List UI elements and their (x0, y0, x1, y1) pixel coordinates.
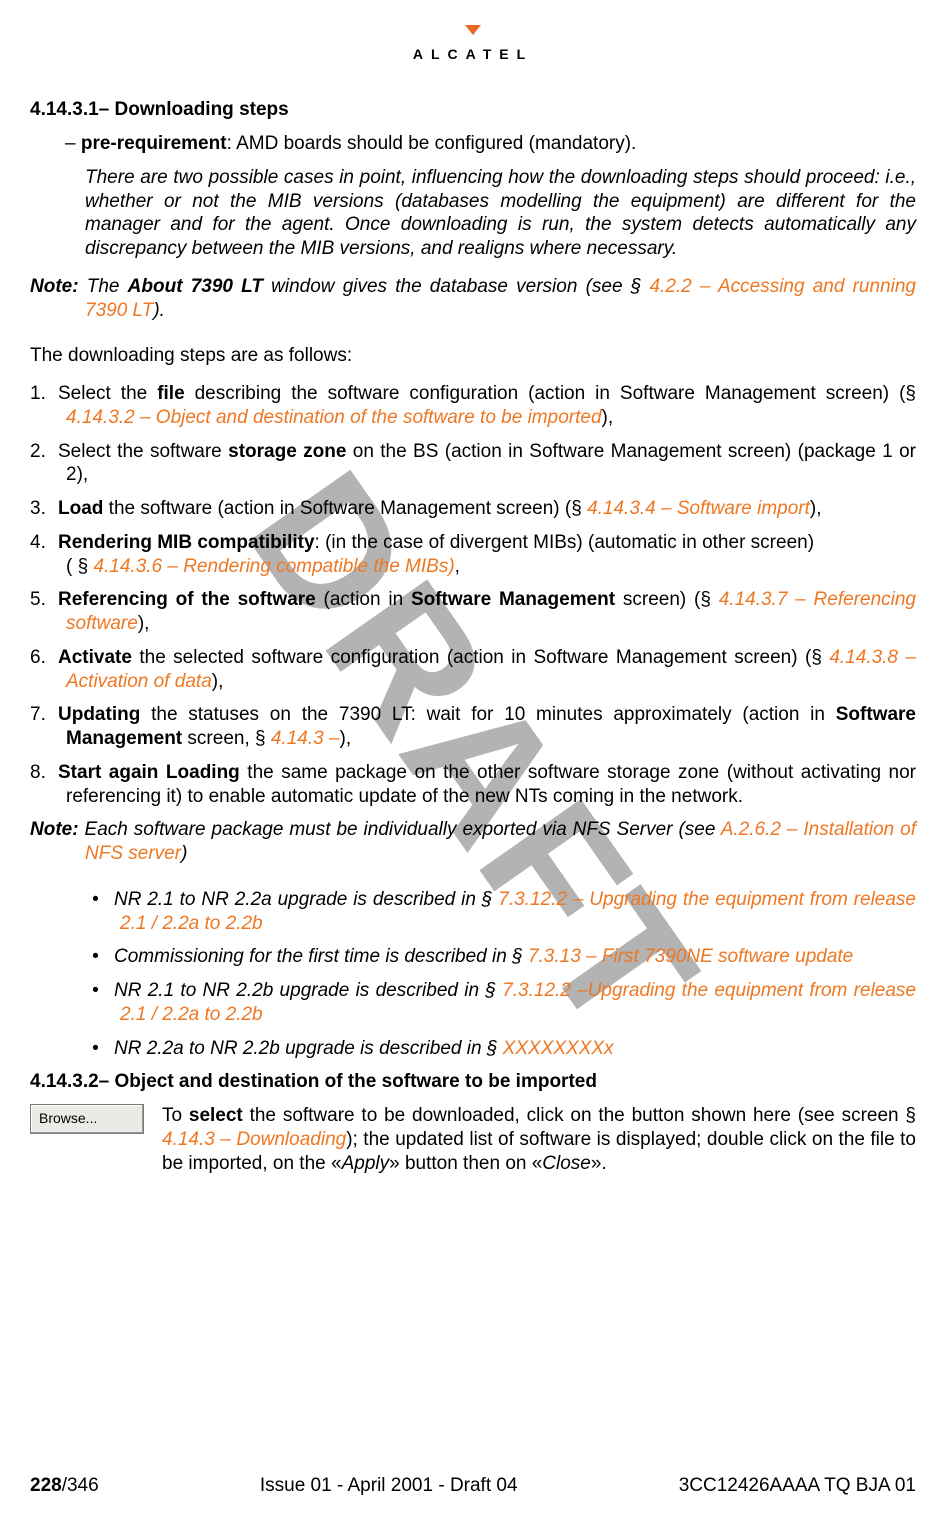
section-number: 4.14.3.2– (30, 1071, 109, 1092)
text-run: NR 2.1 to NR 2.2b upgrade is described i… (114, 980, 502, 1001)
text-run: screen) (§ (615, 589, 719, 610)
text-run: describing the software configuration (a… (185, 383, 916, 404)
text-run: Start again Loading (58, 762, 240, 783)
step-item: Load the software (action in Software Ma… (30, 497, 916, 521)
note-nfs: Note: Each software package must be indi… (30, 818, 916, 866)
text-run: ), (602, 407, 614, 428)
prerequirement-line: pre-requirement: AMD boards should be co… (30, 132, 916, 156)
text-run: storage zone (228, 441, 346, 462)
note-label: Note: (30, 276, 79, 297)
step-item: Rendering MIB compatibility: (in the cas… (30, 531, 916, 579)
step-item: Start again Loading the same package on … (30, 761, 916, 809)
section-heading-1: 4.14.3.1– Downloading steps (30, 98, 916, 122)
text-run: ), (212, 671, 224, 692)
text-run: Software Management (411, 589, 615, 610)
cross-ref-link[interactable]: 4.14.3.6 – Rendering compatible the MIBs… (93, 556, 454, 577)
text-run: NR 2.1 to NR 2.2a upgrade is described i… (114, 889, 498, 910)
note-text-post: ). (153, 300, 165, 321)
text-run: the selected software configuration (act… (132, 647, 829, 668)
browse-mid3: » button then on « (389, 1153, 542, 1174)
steps-list: Select the file describing the software … (30, 382, 916, 808)
text-run: Updating (58, 704, 140, 725)
text-run: : (in the case of divergent MIBs) (autom… (315, 532, 815, 553)
step-item: Updating the statuses on the 7390 LT: wa… (30, 703, 916, 751)
cross-ref-link[interactable]: 4.14.3 – (271, 728, 340, 749)
link-4-14-3[interactable]: 4.14.3 – Downloading (162, 1129, 346, 1150)
browse-mid1: the software to be downloaded, click on … (243, 1105, 916, 1126)
step-item: Activate the selected software configura… (30, 646, 916, 694)
section-heading-2: 4.14.3.2– Object and destination of the … (30, 1070, 916, 1094)
text-run: screen, § (182, 728, 271, 749)
step-item: Select the file describing the software … (30, 382, 916, 430)
text-run: ), (810, 498, 822, 519)
note-bold: About 7390 LT (128, 276, 263, 297)
text-run: the software (action in Software Managem… (103, 498, 587, 519)
note-text-pre: The (87, 276, 128, 297)
sub-bullet-item: Commissioning for the first time is desc… (30, 945, 916, 969)
page-total: /346 (62, 1475, 99, 1496)
steps-intro: The downloading steps are as follows: (30, 344, 916, 368)
prereq-label: pre-requirement (81, 133, 227, 154)
text-run: the statuses on the 7390 LT: wait for 10… (140, 704, 835, 725)
footer-right: 3CC12426AAAA TQ BJA 01 (679, 1475, 916, 1497)
text-run: , (455, 556, 460, 577)
brand-logo: ALCATEL (30, 20, 916, 63)
browse-apply: Apply (342, 1153, 390, 1174)
text-run: Rendering MIB compatibility (58, 532, 315, 553)
cross-ref-link[interactable]: 4.14.3.4 – Software import (587, 498, 810, 519)
note-text-mid: window gives the database version (see § (263, 276, 650, 297)
cases-paragraph: There are two possible cases in point, i… (30, 166, 916, 261)
prereq-text: : AMD boards should be configured (manda… (227, 133, 637, 154)
text-run: Select the software (58, 441, 228, 462)
text-run: Activate (58, 647, 132, 668)
page-number: 228/346 (30, 1475, 99, 1497)
browse-pre: To (162, 1105, 189, 1126)
note2-post: ) (181, 843, 187, 864)
cross-ref-link[interactable]: 4.14.3.2 – Object and destination of the… (66, 407, 602, 428)
sub-bullet-list: NR 2.1 to NR 2.2a upgrade is described i… (30, 888, 916, 1061)
section-title: Object and destination of the software t… (115, 1071, 597, 1092)
page-footer: 228/346 Issue 01 - April 2001 - Draft 04… (0, 1475, 946, 1497)
section-title: Downloading steps (115, 99, 289, 120)
cross-ref-link[interactable]: XXXXXXXXx (503, 1038, 614, 1059)
text-run: NR 2.2a to NR 2.2b upgrade is described … (114, 1038, 503, 1059)
page-content: ALCATEL 4.14.3.1– Downloading steps pre-… (0, 0, 946, 1175)
browse-row: Browse... To select the software to be d… (30, 1104, 916, 1175)
sub-bullet-item: NR 2.1 to NR 2.2b upgrade is described i… (30, 979, 916, 1027)
text-run: Select the (58, 383, 157, 404)
browse-button[interactable]: Browse... (30, 1104, 144, 1134)
step-item: Referencing of the software (action in S… (30, 588, 916, 636)
browse-post: ». (591, 1153, 607, 1174)
sub-bullet-item: NR 2.1 to NR 2.2a upgrade is described i… (30, 888, 916, 936)
step-item: Select the software storage zone on the … (30, 440, 916, 488)
note-label: Note: (30, 819, 79, 840)
note-about-7390lt: Note: The About 7390 LT window gives the… (30, 275, 916, 323)
logo-triangle-icon (465, 25, 481, 35)
text-run: Referencing of the software (58, 589, 316, 610)
text-run: ), (340, 728, 352, 749)
browse-bold: select (189, 1105, 243, 1126)
brand-name: ALCATEL (30, 46, 916, 64)
page-current: 228 (30, 1475, 62, 1496)
text-run: ( § (66, 556, 93, 577)
text-run: ), (138, 613, 150, 634)
sub-bullet-item: NR 2.2a to NR 2.2b upgrade is described … (30, 1037, 916, 1061)
text-run: Load (58, 498, 103, 519)
text-run: Commissioning for the first time is desc… (114, 946, 528, 967)
footer-center: Issue 01 - April 2001 - Draft 04 (260, 1475, 518, 1497)
cross-ref-link[interactable]: 7.3.13 – First 7390NE software update (528, 946, 853, 967)
page: DRAFT ALCATEL 4.14.3.1– Downloading step… (0, 0, 946, 1527)
text-run: (action in (316, 589, 411, 610)
note2-pre: Each software package must be individual… (85, 819, 721, 840)
browse-description: To select the software to be downloaded,… (162, 1104, 916, 1175)
browse-close: Close (542, 1153, 591, 1174)
section-number: 4.14.3.1– (30, 99, 109, 120)
text-run: file (157, 383, 184, 404)
